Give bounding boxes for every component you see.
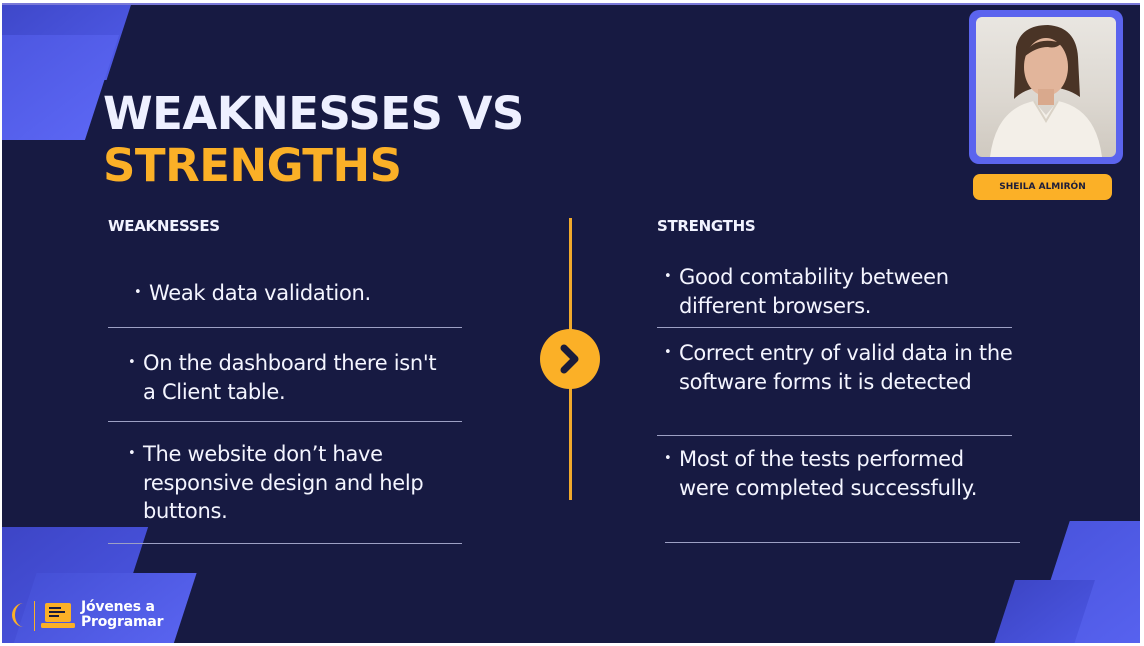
divider-line xyxy=(657,435,1012,436)
laptop-icon xyxy=(41,603,75,628)
presenter-photo-frame xyxy=(969,10,1123,164)
weakness-item: • On the dashboard there isn't a Client t… xyxy=(128,351,437,404)
divider-line xyxy=(665,542,1020,543)
next-button[interactable] xyxy=(540,329,600,389)
strength-item-text: Most of the tests performed were complet… xyxy=(679,447,978,500)
weakness-item: • The website don’t have responsive desig… xyxy=(128,442,424,523)
divider-line xyxy=(108,421,462,422)
presenter-photo xyxy=(976,17,1116,157)
weakness-item-text: The website don’t have responsive design… xyxy=(143,442,424,523)
chevron-right-icon xyxy=(560,344,579,374)
brand-logo-line1: Jóvenes a xyxy=(81,599,155,615)
strength-item-text: Good comtability between different brows… xyxy=(679,265,949,318)
strength-item: • Correct entry of valid data in the soft… xyxy=(664,341,1013,394)
brand-logo-line2: Programar xyxy=(81,614,164,630)
weakness-item-text: Weak data validation. xyxy=(149,281,371,305)
strengths-heading: STRENGTHS xyxy=(657,217,756,235)
divider-line xyxy=(657,327,1012,328)
divider-line xyxy=(108,543,462,544)
slide-title-line1: WEAKNESSES VS xyxy=(103,87,524,140)
weakness-item: • Weak data validation. xyxy=(134,281,371,305)
slide-title-line2: STRENGTHS xyxy=(103,139,402,192)
strength-item: • Most of the tests performed were comple… xyxy=(664,447,978,500)
moon-icon xyxy=(12,603,24,627)
strength-item: • Good comtability between different brow… xyxy=(664,265,949,318)
weaknesses-heading: WEAKNESSES xyxy=(108,217,220,235)
strength-item-text: Correct entry of valid data in the softw… xyxy=(679,341,1013,394)
brand-logo-text: Jóvenes a Programar xyxy=(81,600,163,630)
logo-separator xyxy=(34,601,35,631)
weakness-item-text: On the dashboard there isn't a Client ta… xyxy=(143,351,437,404)
decor-shape xyxy=(2,35,120,140)
presenter-name-badge: SHEILA ALMIRÓN xyxy=(973,174,1112,200)
divider-line xyxy=(108,327,462,328)
